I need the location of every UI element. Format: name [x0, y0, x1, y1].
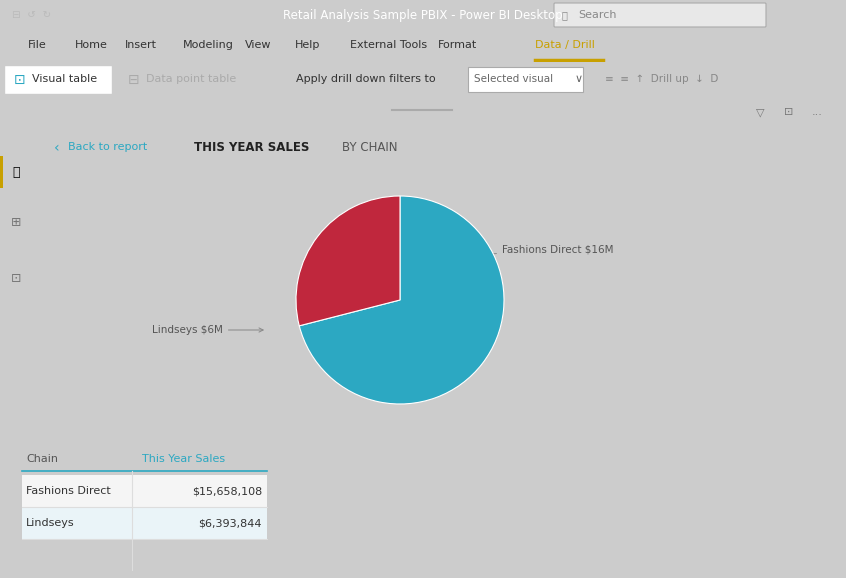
Text: ⊡: ⊡	[11, 272, 21, 284]
Text: Apply drill down filters to: Apply drill down filters to	[296, 75, 436, 84]
Text: External Tools: External Tools	[350, 40, 427, 50]
Text: ⊟: ⊟	[128, 72, 140, 87]
Text: ≡  ≡  ↑  Drill up  ↓  D: ≡ ≡ ↑ Drill up ↓ D	[605, 75, 718, 84]
Text: Help: Help	[295, 40, 321, 50]
Text: 🔍: 🔍	[562, 10, 568, 20]
Text: Lindseys: Lindseys	[26, 518, 74, 528]
Text: This Year Sales: This Year Sales	[142, 454, 225, 464]
Text: Back to report: Back to report	[68, 143, 147, 153]
Text: ⊡: ⊡	[784, 107, 794, 117]
Bar	[22, 507, 267, 539]
Text: ∨: ∨	[575, 75, 583, 84]
Text: Visual table: Visual table	[32, 75, 97, 84]
Text: Format: Format	[438, 40, 477, 50]
Text: THIS YEAR SALES: THIS YEAR SALES	[194, 141, 310, 154]
Text: View: View	[245, 40, 272, 50]
Text: Home: Home	[75, 40, 108, 50]
Text: File: File	[28, 40, 47, 50]
Text: Insert: Insert	[125, 40, 157, 50]
Text: ▽: ▽	[756, 107, 765, 117]
Text: ...: ...	[812, 107, 823, 117]
Text: BY CHAIN: BY CHAIN	[342, 141, 398, 154]
Wedge shape	[296, 196, 400, 326]
Text: Data point table: Data point table	[146, 75, 236, 84]
Bar	[0, 156, 3, 188]
Text: $15,658,108: $15,658,108	[192, 486, 262, 496]
Text: ⊞: ⊞	[11, 217, 21, 229]
Text: ⊡: ⊡	[14, 72, 25, 87]
Text: Fashions Direct $16M: Fashions Direct $16M	[475, 245, 613, 257]
Text: ⊟  ↺  ↻: ⊟ ↺ ↻	[12, 10, 52, 20]
Text: Fashions Direct: Fashions Direct	[26, 486, 111, 496]
Text: $6,393,844: $6,393,844	[199, 518, 262, 528]
FancyBboxPatch shape	[468, 67, 583, 92]
Text: Modeling: Modeling	[183, 40, 233, 50]
FancyBboxPatch shape	[554, 3, 766, 27]
Text: Chain: Chain	[26, 454, 58, 464]
Wedge shape	[299, 196, 504, 404]
FancyBboxPatch shape	[4, 65, 112, 94]
Text: Lindseys $6M: Lindseys $6M	[152, 325, 263, 335]
Text: Retail Analysis Sample PBIX - Power BI Desktop: Retail Analysis Sample PBIX - Power BI D…	[283, 9, 563, 21]
Text: 📊: 📊	[12, 165, 19, 179]
Text: Data / Drill: Data / Drill	[535, 40, 595, 50]
Text: Search: Search	[578, 10, 617, 20]
Bar	[22, 475, 267, 507]
Text: ‹: ‹	[54, 140, 59, 154]
Text: Selected visual: Selected visual	[474, 75, 553, 84]
